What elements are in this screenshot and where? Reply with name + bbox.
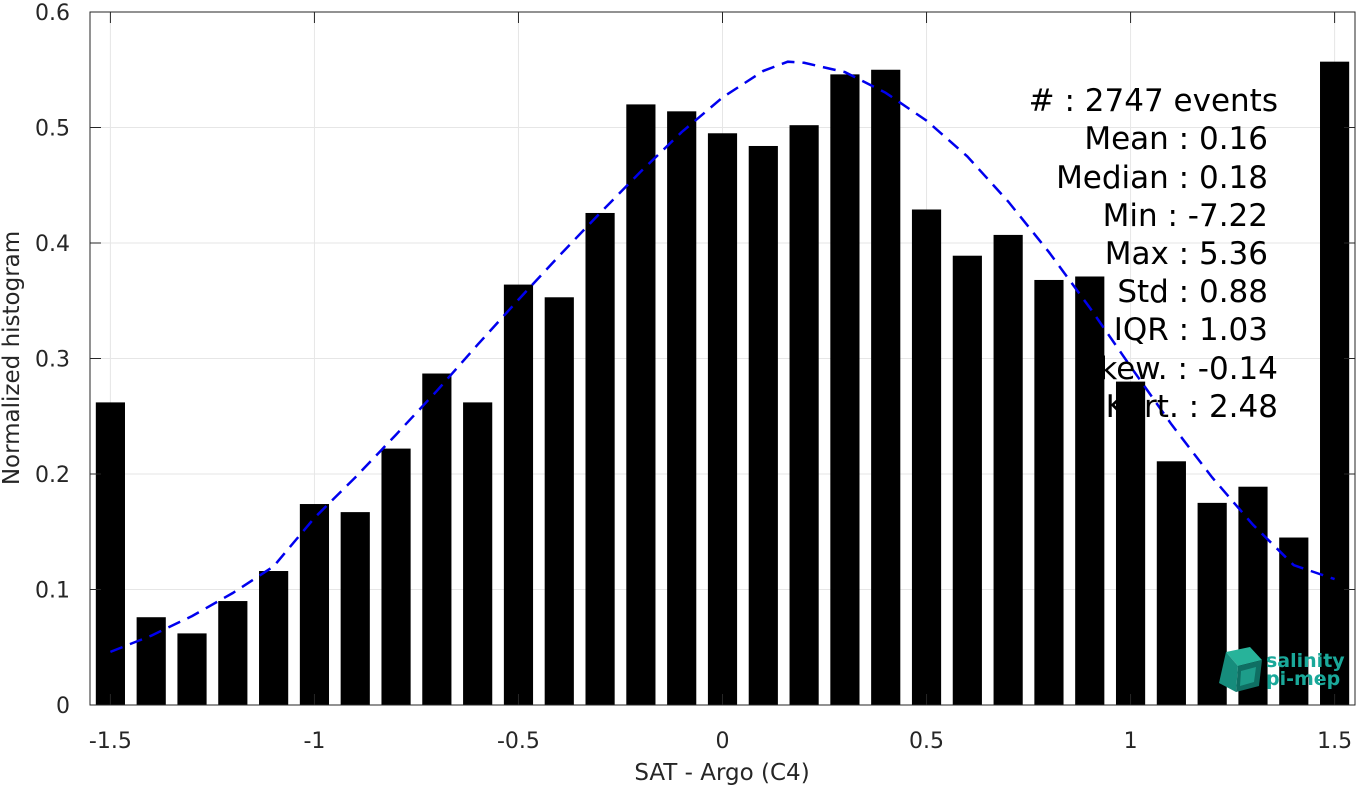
y-tick-label: 0.5	[35, 117, 70, 142]
x-tick-label: -0.5	[497, 729, 540, 754]
histogram-bar	[422, 373, 452, 705]
histogram-bar	[626, 104, 656, 705]
histogram-bar	[993, 234, 1023, 706]
histogram-bar	[544, 297, 574, 705]
gaussian-fit-curve	[109, 60, 1336, 654]
y-tick-labels: 0 0.1 0.2 0.3 0.4 0.5 0.6	[35, 1, 70, 719]
stats-line-mean: Mean : 0.16	[1084, 121, 1268, 157]
histogram-bar	[218, 601, 248, 705]
y-tick-label: 0.1	[35, 579, 70, 604]
histogram-bar	[748, 145, 778, 706]
stats-line-median: Median : 0.18	[1056, 160, 1268, 196]
histogram-bar	[381, 448, 411, 705]
histogram-bar	[463, 402, 493, 705]
stats-line-skew: Skew. : -0.14	[1080, 351, 1278, 387]
histogram-bars	[95, 61, 1350, 706]
x-tick-label: -1	[303, 729, 325, 754]
histogram-bar	[340, 512, 370, 705]
logo-line-pimep: pi-mep	[1266, 668, 1340, 690]
histogram-bar	[667, 111, 697, 705]
histogram-bar	[871, 69, 901, 705]
histogram-bar	[585, 212, 615, 705]
histogram-bar	[177, 633, 207, 705]
x-tick-label: 1	[1124, 729, 1138, 754]
statistics-box: # : 2747 events Mean : 0.16 Median : 0.1…	[1029, 83, 1278, 425]
histogram-bar	[1075, 276, 1105, 705]
y-tick-label: 0.4	[35, 232, 70, 257]
histogram-bar	[830, 74, 860, 706]
histogram-bar	[95, 402, 125, 705]
y-tick-label: 0.2	[35, 463, 70, 488]
x-tick-label: 0	[716, 729, 730, 754]
y-axis-label: Normalized histogram	[0, 231, 25, 485]
x-tick-label: 1.5	[1317, 729, 1352, 754]
histogram-bar	[503, 284, 534, 705]
histogram-bar	[1320, 61, 1350, 706]
histogram-bar	[1156, 461, 1186, 705]
logo-line-salinity: salinity	[1266, 650, 1345, 672]
stats-line-events: # : 2747 events	[1029, 83, 1278, 119]
x-tick-label: 0.5	[909, 729, 944, 754]
y-tick-label: 0.6	[35, 1, 70, 26]
x-axis-label: SAT - Argo (C4)	[634, 760, 809, 786]
y-tick-label: 0.3	[35, 348, 70, 373]
histogram-bar	[707, 133, 738, 705]
stats-line-min: Min : -7.22	[1103, 198, 1268, 234]
histogram-bar	[259, 571, 289, 705]
stats-line-iqr: IQR : 1.03	[1114, 312, 1268, 348]
x-tick-label: -1.5	[89, 729, 132, 754]
y-tick-label: 0	[56, 694, 70, 719]
histogram-bar	[299, 504, 330, 705]
x-tick-labels: -1.5 -1 -0.5 0 0.5 1 1.5	[89, 729, 1352, 754]
axis-ticks	[90, 11, 1355, 706]
histogram-bar	[952, 255, 982, 705]
stats-line-kurt: Kurt. : 2.48	[1106, 389, 1278, 425]
histogram-bar	[1115, 381, 1146, 705]
histogram-bar	[1034, 279, 1064, 705]
stats-line-std: Std : 0.88	[1117, 274, 1268, 310]
salinity-pimep-logo: salinity pi-mep	[1219, 647, 1345, 692]
histogram-bar	[789, 125, 819, 705]
histogram-bar	[136, 617, 166, 705]
stats-line-max: Max : 5.36	[1105, 236, 1268, 272]
histogram-bar	[911, 209, 942, 705]
logo-cube-icon	[1219, 647, 1262, 692]
